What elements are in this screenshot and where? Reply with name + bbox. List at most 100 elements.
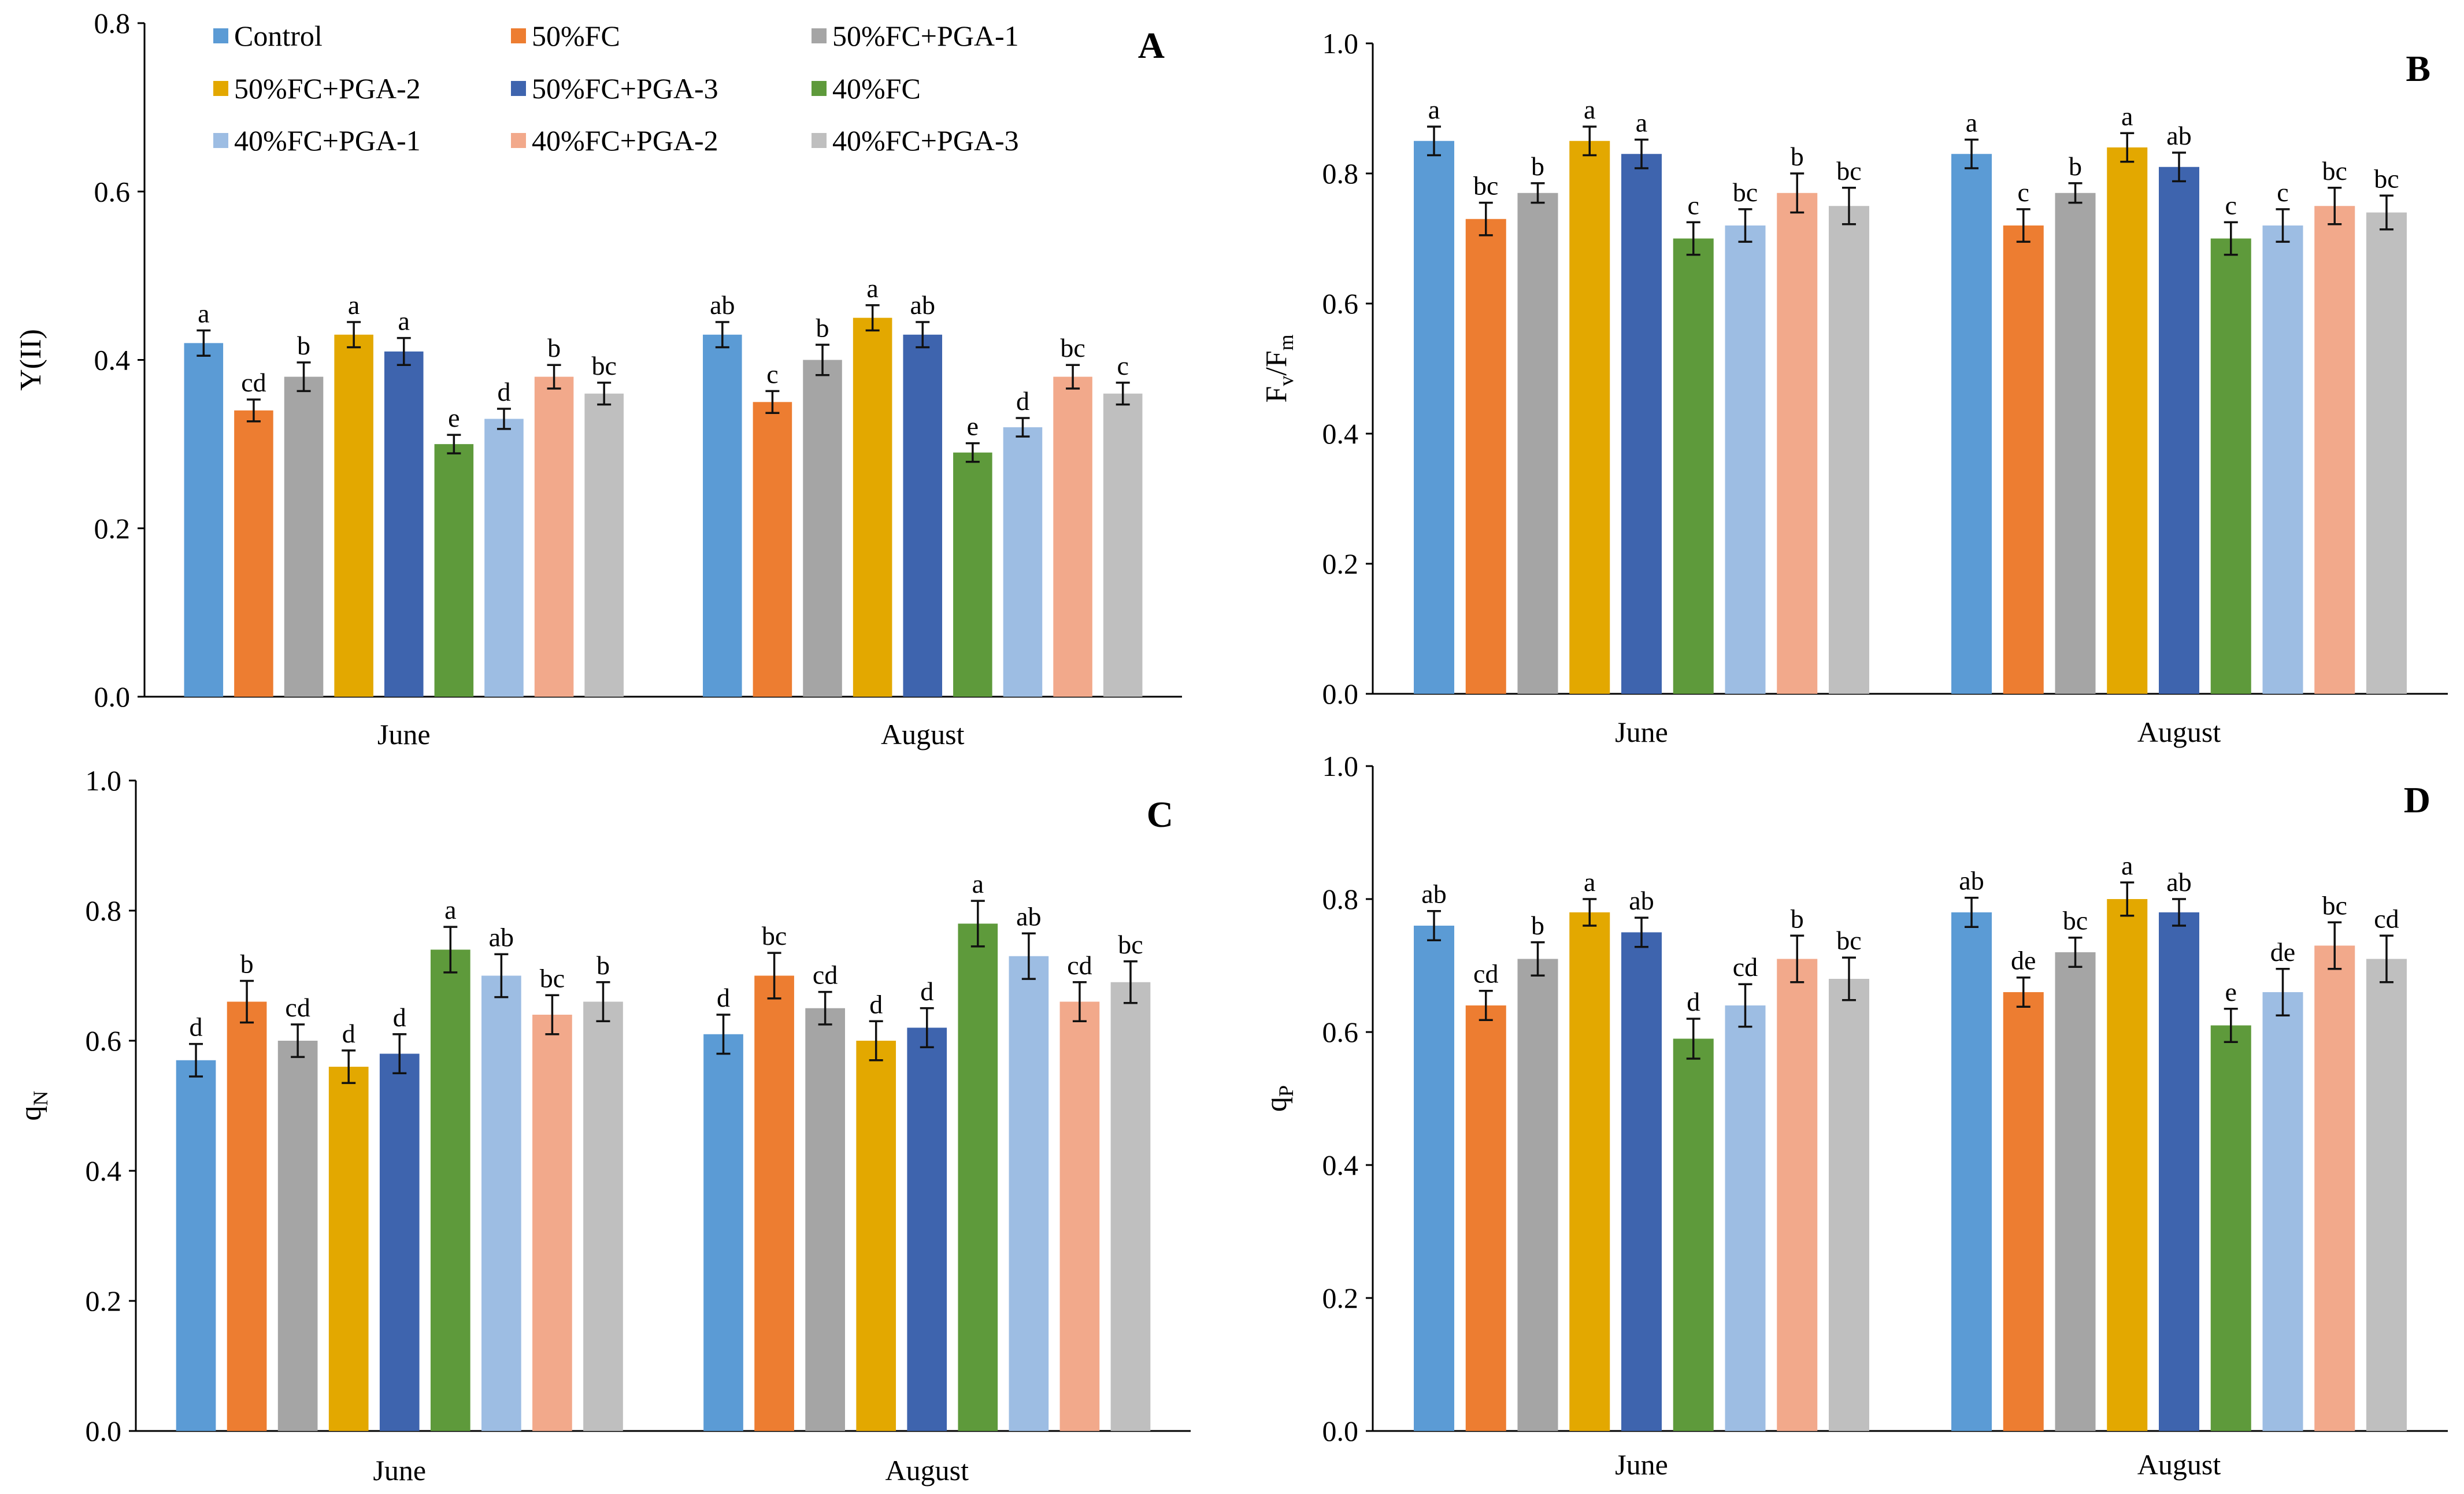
significance-label: b bbox=[816, 313, 829, 342]
bar bbox=[1828, 979, 1869, 1431]
y-tick-label: 0.4 bbox=[1322, 1149, 1359, 1181]
bar bbox=[1517, 193, 1558, 694]
significance-label: ab bbox=[1959, 866, 1984, 896]
significance-label: a bbox=[198, 299, 209, 328]
bar bbox=[328, 1067, 369, 1431]
bar bbox=[1828, 206, 1869, 694]
significance-label: a bbox=[2121, 101, 2133, 131]
significance-label: a bbox=[1966, 108, 1977, 138]
bar bbox=[2366, 959, 2407, 1431]
y-tick-label: 0.8 bbox=[86, 894, 122, 927]
bar bbox=[184, 343, 224, 697]
bar bbox=[1465, 1005, 1506, 1431]
significance-label: a bbox=[348, 290, 360, 320]
bar bbox=[434, 444, 474, 697]
significance-label: bc bbox=[1836, 156, 1861, 186]
legend-swatch bbox=[812, 28, 827, 43]
bar bbox=[953, 452, 992, 697]
x-category-label: June bbox=[1615, 716, 1668, 748]
significance-label: b bbox=[1791, 904, 1804, 933]
bar bbox=[2210, 1025, 2251, 1431]
bar bbox=[1465, 219, 1506, 694]
significance-label: bc bbox=[1473, 171, 1498, 201]
y-tick-label: 0.2 bbox=[1322, 1282, 1359, 1314]
significance-label: d bbox=[190, 1012, 203, 1042]
significance-label: d bbox=[717, 983, 730, 1012]
significance-label: d bbox=[920, 977, 933, 1006]
significance-label: bc bbox=[1060, 333, 1085, 363]
significance-label: b bbox=[1531, 911, 1544, 940]
significance-label: ab bbox=[910, 290, 935, 320]
bar bbox=[703, 334, 742, 697]
x-category-label: June bbox=[1615, 1448, 1668, 1481]
bar bbox=[1673, 1038, 1714, 1431]
bar bbox=[753, 402, 792, 697]
bar bbox=[1517, 959, 1558, 1431]
legend-label: 40%FC+PGA-1 bbox=[234, 124, 421, 157]
legend-swatch bbox=[511, 28, 526, 43]
bar bbox=[1725, 225, 1766, 694]
legend-swatch bbox=[213, 28, 228, 43]
significance-label: ab bbox=[710, 290, 735, 320]
y-tick-label: 1.0 bbox=[1322, 750, 1359, 782]
significance-label: bc bbox=[762, 921, 787, 951]
bar bbox=[532, 1015, 572, 1431]
significance-label: bc bbox=[2322, 156, 2347, 186]
bar bbox=[805, 1008, 845, 1431]
significance-label: c bbox=[1117, 351, 1128, 380]
bar bbox=[234, 410, 273, 697]
y-tick-label: 0.2 bbox=[94, 512, 131, 545]
x-category-label: August bbox=[2137, 1448, 2221, 1481]
bar bbox=[384, 351, 424, 697]
significance-label: b bbox=[596, 951, 610, 980]
legend-label: 40%FC+PGA-2 bbox=[532, 124, 718, 157]
significance-label: ab bbox=[2166, 867, 2191, 897]
significance-label: b bbox=[2069, 151, 2082, 181]
legend-label: 50%FC+PGA-1 bbox=[832, 20, 1019, 52]
bar bbox=[1777, 959, 1818, 1431]
y-tick-label: 0.4 bbox=[94, 344, 131, 376]
bar bbox=[1053, 376, 1092, 697]
y-tick-label: 1.0 bbox=[86, 764, 122, 797]
x-category-label: June bbox=[377, 718, 431, 750]
y-tick-label: 0.6 bbox=[1322, 287, 1359, 320]
bar bbox=[1009, 956, 1049, 1431]
bar bbox=[2366, 212, 2407, 694]
significance-label: c bbox=[2225, 190, 2237, 220]
panel-letter: D bbox=[2404, 779, 2430, 820]
legend-label: 50%FC+PGA-2 bbox=[234, 72, 421, 105]
significance-label: bc bbox=[1836, 926, 1861, 955]
significance-label: bc bbox=[1733, 177, 1758, 207]
significance-label: e bbox=[967, 412, 979, 441]
significance-label: a bbox=[1584, 867, 1595, 897]
significance-label: cd bbox=[241, 368, 266, 397]
bar bbox=[1725, 1005, 1766, 1431]
y-tick-label: 0.8 bbox=[94, 7, 131, 39]
bar bbox=[284, 376, 324, 697]
y-tick-label: 0.8 bbox=[1322, 883, 1359, 915]
bar bbox=[703, 1034, 743, 1431]
bar bbox=[176, 1060, 216, 1431]
y-axis-label: Y(II) bbox=[14, 329, 47, 391]
bar bbox=[803, 360, 842, 697]
legend-swatch bbox=[511, 81, 526, 96]
significance-label: a bbox=[444, 895, 456, 924]
bar bbox=[1951, 154, 1992, 694]
y-axis-label: Fv/Fm bbox=[1260, 334, 1298, 402]
panel-d: 0.0 0.2 0.4 0.6 0.8 1.0 qP Dab cd b a ab d cd b bc June a… bbox=[1260, 750, 2448, 1481]
y-tick-label: 0.4 bbox=[1322, 417, 1359, 450]
y-tick-label: 0.0 bbox=[94, 681, 131, 713]
legend-swatch bbox=[812, 133, 827, 148]
bar bbox=[379, 1053, 420, 1431]
legend-label: 40%FC+PGA-3 bbox=[832, 124, 1019, 157]
significance-label: bc bbox=[591, 351, 616, 380]
bar bbox=[2262, 225, 2303, 694]
bar bbox=[1951, 912, 1992, 1431]
bar bbox=[2055, 952, 2096, 1431]
bar bbox=[334, 334, 373, 697]
bar bbox=[1777, 193, 1818, 694]
significance-label: ab bbox=[1421, 879, 1446, 909]
legend-swatch bbox=[511, 133, 526, 148]
significance-label: bc bbox=[2322, 890, 2347, 920]
